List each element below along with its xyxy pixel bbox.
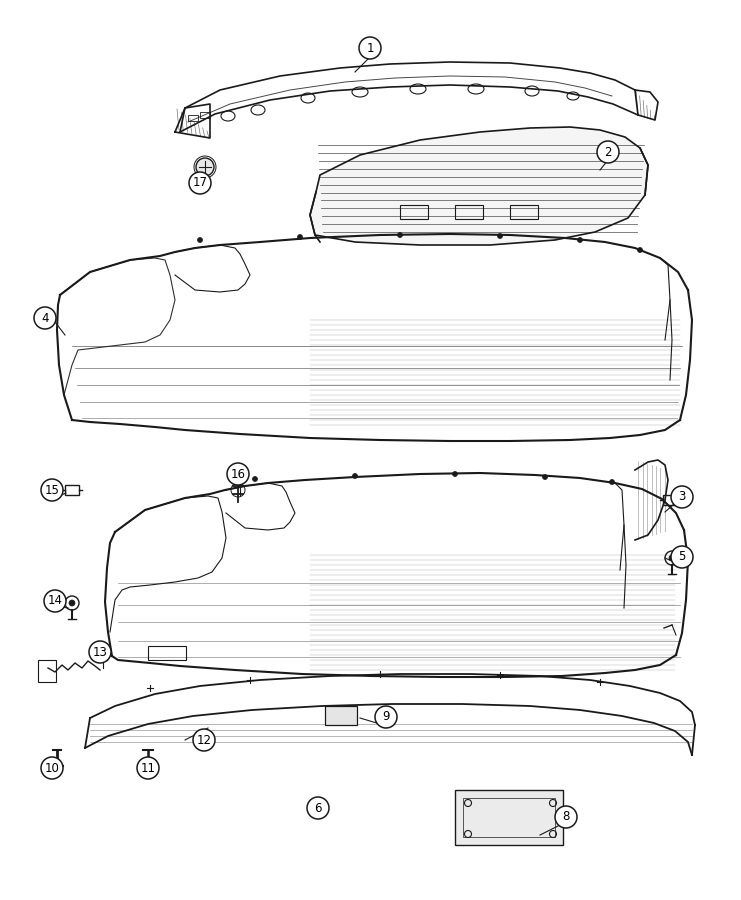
Circle shape (542, 474, 548, 480)
Bar (200, 112, 210, 118)
Polygon shape (310, 127, 648, 245)
Bar (400, 205, 428, 219)
Circle shape (193, 729, 215, 751)
Text: 1: 1 (366, 41, 373, 55)
Bar (325, 706, 357, 725)
Circle shape (555, 806, 577, 828)
Circle shape (297, 235, 302, 239)
Bar (510, 205, 538, 219)
Bar (455, 205, 483, 219)
Circle shape (137, 757, 159, 779)
Text: 13: 13 (93, 645, 107, 659)
Text: 12: 12 (196, 734, 211, 746)
Bar (93, 650, 107, 660)
Bar (38, 660, 56, 682)
Text: 11: 11 (141, 761, 156, 775)
Text: 10: 10 (44, 761, 59, 775)
Bar (663, 495, 677, 505)
Bar (188, 115, 198, 121)
Text: 6: 6 (314, 802, 322, 814)
Circle shape (44, 590, 66, 612)
Bar (65, 485, 79, 495)
Circle shape (89, 641, 111, 663)
Text: 3: 3 (678, 491, 685, 503)
Bar (455, 790, 563, 845)
Text: 5: 5 (678, 551, 685, 563)
Circle shape (453, 472, 457, 476)
Text: 2: 2 (604, 146, 612, 158)
Text: 4: 4 (41, 311, 49, 325)
Circle shape (669, 555, 675, 561)
Circle shape (189, 172, 211, 194)
Circle shape (359, 37, 381, 59)
Bar (463, 798, 555, 837)
Circle shape (637, 248, 642, 253)
Circle shape (671, 486, 693, 508)
Circle shape (227, 463, 249, 485)
Text: 15: 15 (44, 483, 59, 497)
Circle shape (307, 797, 329, 819)
Circle shape (34, 307, 56, 329)
Text: 14: 14 (47, 595, 62, 608)
Circle shape (577, 238, 582, 242)
Circle shape (497, 233, 502, 238)
Circle shape (375, 706, 397, 728)
Bar (148, 646, 186, 660)
Circle shape (198, 238, 202, 242)
Circle shape (41, 479, 63, 501)
Circle shape (41, 757, 63, 779)
Circle shape (253, 476, 258, 482)
Circle shape (353, 473, 357, 479)
Text: 16: 16 (230, 467, 245, 481)
Circle shape (610, 480, 614, 484)
Circle shape (597, 141, 619, 163)
Text: 17: 17 (193, 176, 207, 190)
Circle shape (671, 546, 693, 568)
Circle shape (397, 232, 402, 238)
Circle shape (196, 158, 214, 176)
Circle shape (69, 600, 75, 606)
Text: 8: 8 (562, 811, 570, 824)
Text: 9: 9 (382, 710, 390, 724)
